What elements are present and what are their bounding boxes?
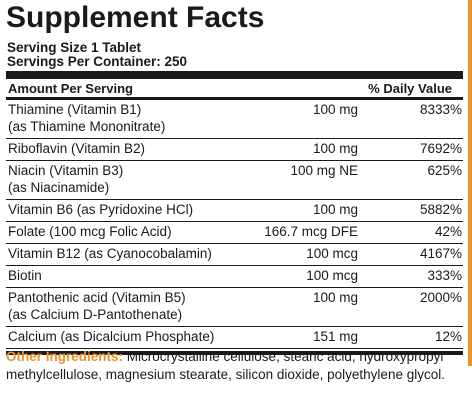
nutrient-daily-value: 4167% — [419, 246, 462, 261]
row-divider — [6, 199, 463, 200]
thick-divider — [6, 71, 463, 79]
row-divider — [6, 243, 463, 244]
panel-title: Supplement Facts — [6, 1, 265, 34]
nutrient-daily-value: 8333% — [419, 102, 462, 117]
nutrient-amount: 151 mg — [312, 329, 358, 344]
row-divider — [6, 348, 463, 349]
nutrient-name: Folate (100 mcg Folic Acid) — [8, 224, 172, 239]
nutrient-name: Calcium (as Dicalcium Phosphate) — [8, 329, 215, 344]
header-divider — [6, 97, 463, 100]
nutrient-source: (as Niacinamide) — [8, 180, 110, 195]
nutrient-amount: 166.7 mcg DFE — [264, 224, 358, 239]
daily-value-header: % Daily Value — [368, 81, 452, 96]
row-divider — [6, 138, 463, 139]
nutrient-amount: 100 mcg — [306, 268, 358, 283]
nutrient-amount: 100 mg — [312, 102, 358, 117]
nutrient-name: Biotin — [8, 268, 42, 283]
other-ingredients: Other Ingredients: Microcrystalline cell… — [6, 348, 468, 384]
nutrient-daily-value: 625% — [427, 163, 462, 178]
nutrient-amount: 100 mcg — [306, 246, 358, 261]
nutrient-row: Folate (100 mcg Folic Acid) 166.7 mcg DFE… — [0, 222, 472, 243]
nutrient-daily-value: 7692% — [419, 141, 462, 156]
row-divider — [6, 265, 463, 266]
nutrient-name: Riboflavin (Vitamin B2) — [8, 141, 146, 156]
nutrient-amount: 100 mg — [312, 290, 358, 305]
other-ingredients-text: Microcrystalline cellulose, stearic acid… — [6, 349, 445, 382]
nutrient-daily-value: 42% — [434, 224, 462, 239]
nutrient-name: Vitamin B12 (as Cyanocobalamin) — [8, 246, 212, 261]
nutrient-daily-value: 12% — [434, 329, 462, 344]
serving-size: Serving Size 1 Tablet — [7, 40, 142, 55]
nutrient-daily-value: 2000% — [419, 290, 462, 305]
nutrient-daily-value: 5882% — [419, 202, 462, 217]
servings-per-container: Servings Per Container: 250 — [7, 54, 188, 69]
amount-per-serving-header: Amount Per Serving — [8, 81, 133, 96]
nutrient-source: (as Thiamine Mononitrate) — [8, 119, 166, 134]
nutrient-row: Riboflavin (Vitamin B2) 100 mg 7692% — [0, 139, 472, 160]
nutrient-amount: 100 mg — [312, 202, 358, 217]
other-ingredients-label: Other Ingredients: — [6, 349, 124, 364]
bottom-divider — [6, 351, 463, 355]
nutrient-row: Niacin (Vitamin B3) (as Niacinamide) 100 m… — [0, 161, 472, 199]
row-divider — [6, 221, 463, 222]
row-divider — [6, 326, 463, 327]
nutrient-source: (as Calcium D-Pantothenate) — [8, 307, 183, 322]
nutrient-daily-value: 333% — [427, 268, 462, 283]
nutrient-name: Pantothenic acid (Vitamin B5) — [8, 290, 186, 305]
nutrient-amount: 100 mg NE — [290, 163, 358, 178]
nutrient-row: Vitamin B6 (as Pyridoxine HCl) 100 mg 5882… — [0, 200, 472, 221]
nutrient-row: Calcium (as Dicalcium Phosphate) 151 mg 12… — [0, 327, 472, 348]
supplement-facts-panel: Supplement Facts Serving Size 1 Tablet S… — [0, 0, 472, 366]
nutrient-row: Vitamin B12 (as Cyanocobalamin) 100 mcg 41… — [0, 244, 472, 265]
row-divider — [6, 287, 463, 288]
nutrient-name: Vitamin B6 (as Pyridoxine HCl) — [8, 202, 194, 217]
nutrient-row: Thiamine (Vitamin B1) (as Thiamine Mononi… — [0, 100, 472, 138]
nutrient-amount: 100 mg — [312, 141, 358, 156]
row-divider — [6, 160, 463, 161]
nutrient-row: Pantothenic acid (Vitamin B5) (as Calcium… — [0, 288, 472, 326]
nutrient-name: Niacin (Vitamin B3) — [8, 163, 124, 178]
nutrient-name: Thiamine (Vitamin B1) — [8, 102, 142, 117]
nutrient-row: Biotin 100 mcg 333% — [0, 266, 472, 287]
